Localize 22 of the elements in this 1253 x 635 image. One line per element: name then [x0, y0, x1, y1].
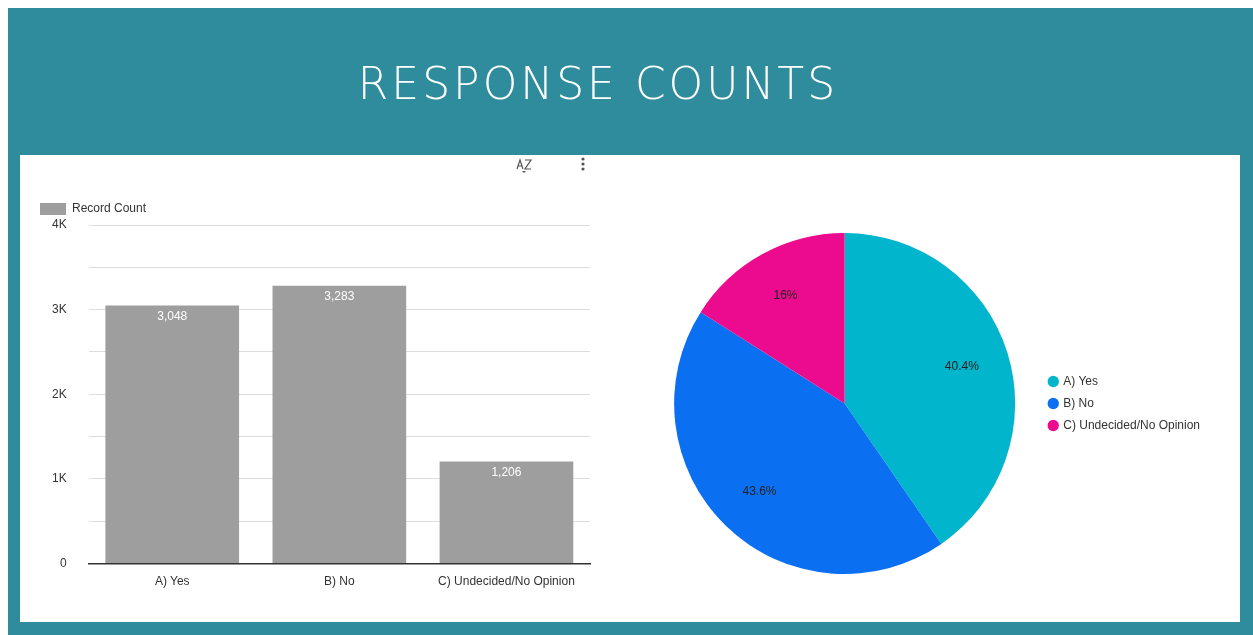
legend-label: A) Yes: [1063, 373, 1098, 388]
data-label: 43.6%: [742, 484, 777, 499]
y-tick-label: 0: [59, 555, 67, 570]
bar: [439, 461, 574, 564]
x-tick-label: A) Yes: [154, 574, 190, 589]
y-tick-label: 2K: [51, 386, 67, 401]
legend-label: B) No: [1063, 395, 1095, 410]
y-tick-label: 1K: [51, 471, 67, 486]
data-label: 16%: [773, 288, 798, 303]
bar: [105, 305, 240, 564]
y-tick-label: 3K: [51, 301, 67, 316]
legend-label: C) Undecided/No Opinion: [1063, 417, 1201, 432]
x-tick-label: B) No: [324, 574, 355, 589]
text: 3,283: [324, 289, 355, 304]
legend-label: Record Count: [72, 201, 147, 216]
text: 3,048: [157, 308, 188, 323]
data-label: 40.4%: [944, 359, 980, 374]
x-tick-label: C) Undecided/No Opinion: [438, 574, 575, 589]
bar: [272, 285, 407, 564]
chart-title: RESPONSE COUNTS: [356, 58, 840, 109]
text: 1,206: [491, 464, 522, 479]
y-tick-label: 4K: [51, 217, 67, 232]
